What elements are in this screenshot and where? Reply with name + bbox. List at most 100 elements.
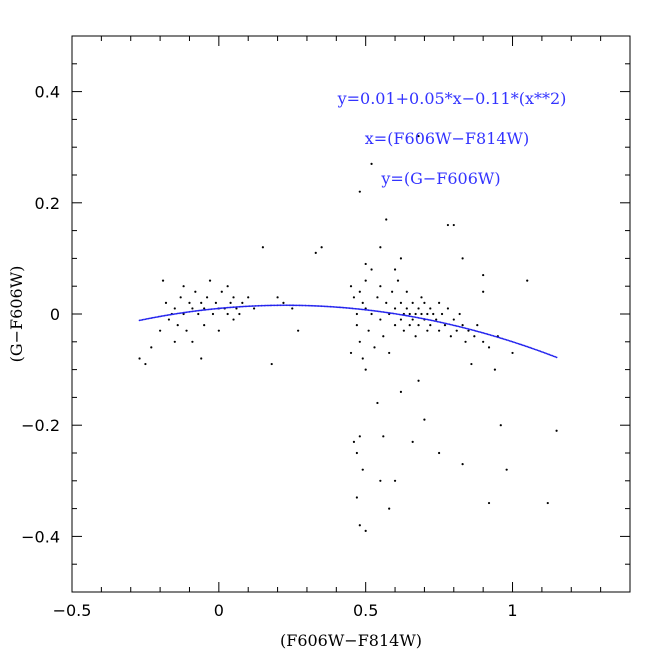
fit-point — [430, 319, 433, 322]
data-point — [393, 479, 397, 482]
fit-point — [546, 353, 549, 355]
fit-point — [552, 355, 555, 358]
data-point — [461, 324, 464, 327]
fit-point — [188, 310, 191, 313]
fit-point — [191, 310, 194, 313]
data-point — [438, 301, 441, 304]
plot-marks — [138, 134, 558, 532]
data-point — [388, 507, 391, 510]
fit-point — [273, 304, 276, 307]
fit-point — [354, 307, 357, 310]
fit-point — [289, 304, 292, 307]
data-point — [247, 296, 250, 299]
fit-point — [463, 326, 465, 329]
y-tick-label: −0.2 — [21, 416, 60, 435]
data-point — [355, 451, 358, 455]
fit-point — [436, 320, 439, 323]
fit-point — [170, 313, 173, 316]
data-point — [470, 362, 473, 366]
data-point — [349, 285, 353, 288]
fit-point — [535, 348, 537, 351]
data-point — [393, 268, 397, 271]
fit-point — [391, 312, 394, 315]
fit-point — [361, 308, 364, 311]
data-point — [411, 440, 414, 443]
fit-point — [345, 307, 348, 309]
data-point — [482, 273, 485, 277]
fit-point — [269, 304, 272, 307]
fit-point — [285, 304, 288, 307]
fit-point — [276, 304, 279, 307]
data-point — [185, 329, 188, 332]
fit-point — [140, 319, 142, 322]
fit-point — [383, 311, 386, 314]
fit-point — [213, 307, 216, 310]
fit-point — [147, 317, 150, 320]
fit-curve — [138, 304, 558, 359]
data-point — [402, 329, 405, 332]
fit-point — [513, 341, 515, 344]
fit-point — [331, 305, 333, 308]
fit-point — [235, 306, 238, 308]
data-point — [252, 307, 256, 310]
fit-point — [216, 307, 219, 310]
fit-point — [329, 305, 332, 308]
fit-point — [261, 304, 264, 307]
fit-point — [367, 309, 370, 312]
data-point — [314, 251, 317, 254]
data-point — [161, 279, 165, 282]
fit-point — [483, 332, 486, 335]
fit-point — [460, 326, 463, 329]
fit-point — [306, 304, 308, 307]
data-point — [173, 340, 176, 343]
data-point — [379, 246, 382, 249]
fit-point — [394, 312, 396, 315]
fit-point — [195, 309, 198, 312]
fit-point — [244, 305, 247, 308]
fit-point — [539, 350, 542, 353]
fit-point — [551, 354, 554, 357]
data-point — [438, 451, 441, 455]
fit-point — [248, 305, 251, 308]
data-point — [546, 501, 549, 505]
fit-point — [389, 312, 392, 315]
fit-point — [333, 306, 336, 308]
fit-point — [223, 307, 226, 309]
fit-point — [517, 342, 520, 345]
fit-point — [480, 331, 483, 334]
fit-point — [143, 318, 145, 321]
fit-point — [336, 306, 339, 309]
data-point — [173, 307, 176, 310]
data-point — [408, 312, 411, 316]
fit-point — [157, 315, 160, 318]
fit-point — [538, 349, 540, 352]
fit-point — [457, 325, 460, 328]
data-point — [408, 324, 411, 327]
fit-point — [303, 304, 305, 307]
fit-point — [455, 325, 458, 327]
fit-point — [257, 304, 260, 307]
data-point — [487, 346, 491, 349]
data-point — [487, 501, 491, 505]
fit-point — [190, 310, 192, 313]
fit-point — [494, 335, 496, 338]
fit-point — [323, 305, 326, 308]
fit-point — [278, 304, 280, 307]
fit-point — [402, 314, 405, 317]
data-point — [159, 329, 162, 332]
data-point — [235, 307, 238, 310]
data-point — [423, 301, 426, 304]
data-point — [358, 524, 361, 527]
fit-point — [322, 305, 324, 308]
data-point — [373, 346, 376, 349]
fit-point — [168, 314, 170, 316]
fit-point — [527, 346, 530, 349]
data-point — [138, 357, 141, 360]
fit-point — [473, 329, 476, 332]
fit-point — [401, 314, 404, 316]
data-point — [461, 257, 464, 260]
fit-point — [229, 306, 232, 309]
fit-point — [291, 304, 294, 307]
fit-point — [471, 329, 474, 332]
